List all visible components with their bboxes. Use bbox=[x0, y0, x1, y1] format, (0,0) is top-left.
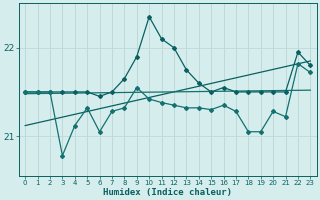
X-axis label: Humidex (Indice chaleur): Humidex (Indice chaleur) bbox=[103, 188, 232, 197]
